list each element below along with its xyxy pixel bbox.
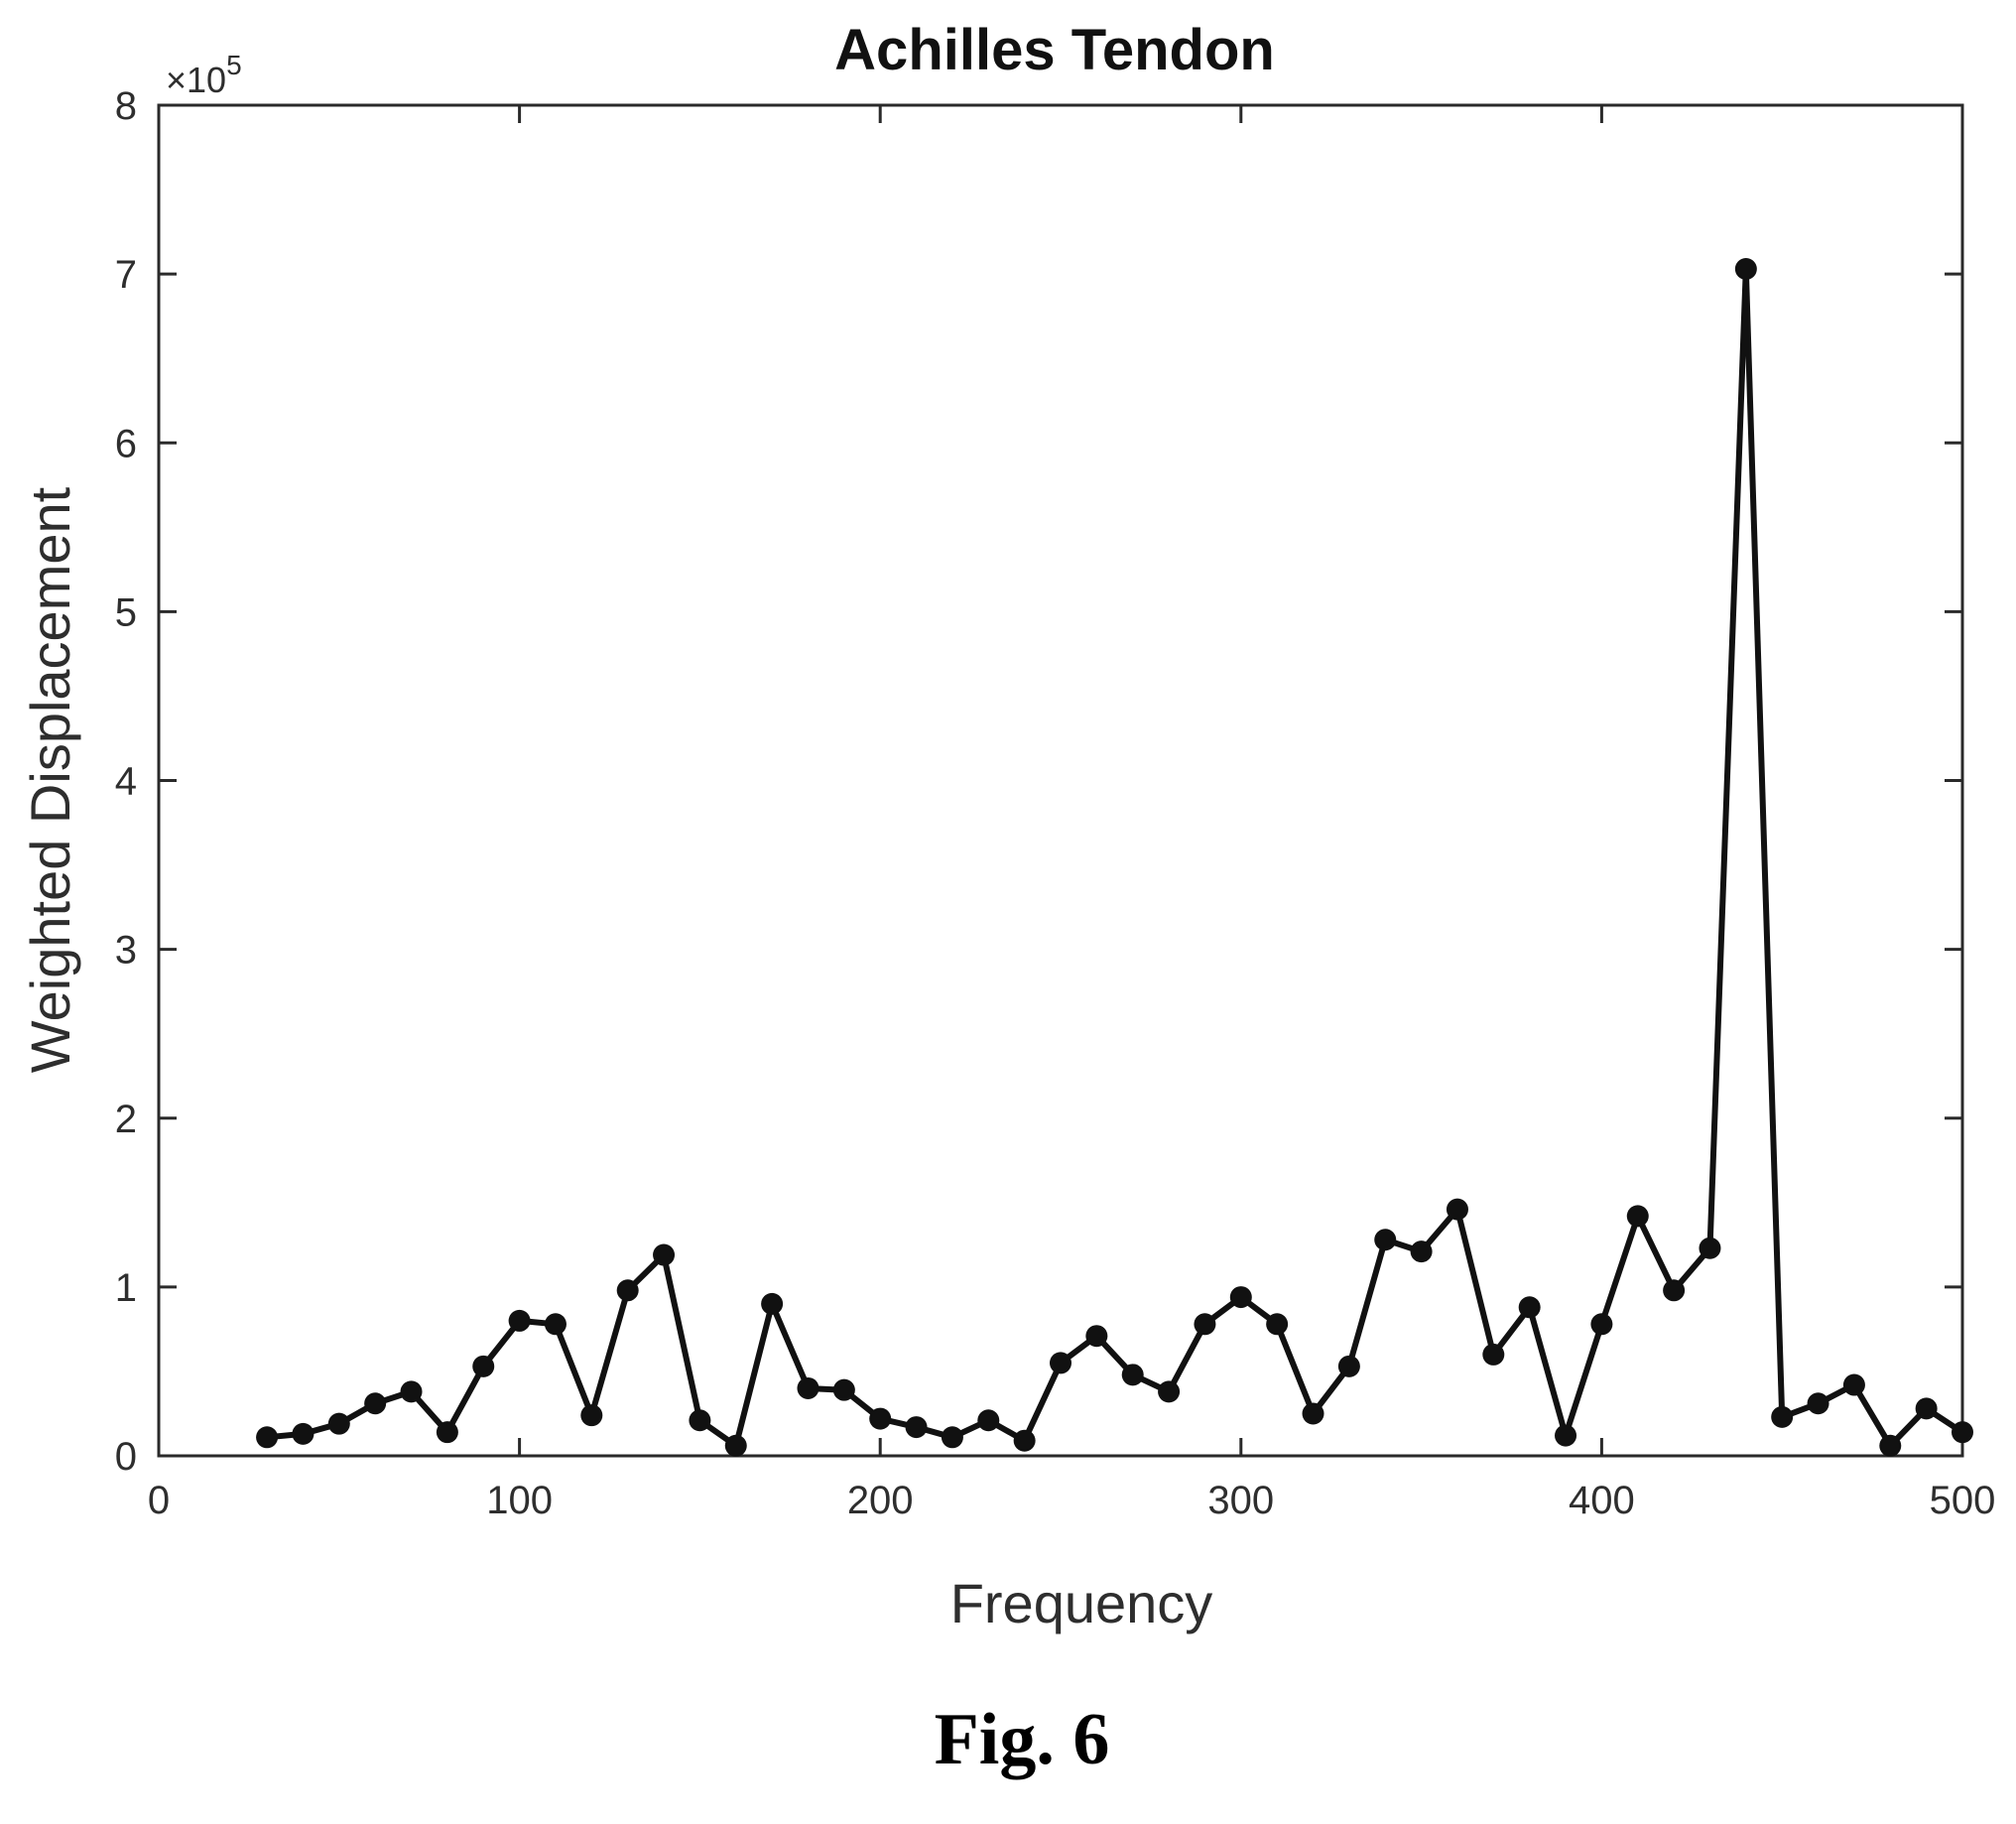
x-tick-label: 200 — [847, 1479, 914, 1522]
data-point — [869, 1407, 892, 1430]
data-point — [1699, 1237, 1721, 1259]
data-point — [1734, 258, 1757, 281]
data-point — [977, 1409, 1000, 1432]
y-axis-label: Weighted Displacement — [19, 486, 81, 1073]
data-point — [1229, 1286, 1252, 1309]
data-point — [1374, 1229, 1397, 1251]
y-tick-label: 4 — [115, 760, 137, 804]
data-point — [1663, 1279, 1686, 1302]
plot-frame — [157, 103, 1964, 1458]
y-tick-label: 1 — [115, 1266, 137, 1310]
y-tick-label: 8 — [115, 84, 137, 128]
figure-caption: Fig. 6 — [935, 1699, 1110, 1780]
data-point — [364, 1392, 387, 1415]
y-tick-label: 0 — [115, 1435, 137, 1479]
x-axis-label: Frequency — [950, 1572, 1213, 1634]
data-point — [1555, 1424, 1577, 1447]
data-point — [1807, 1392, 1829, 1415]
data-point — [1337, 1355, 1360, 1377]
y-tick-label: 6 — [115, 422, 137, 465]
x-tick-label: 500 — [1930, 1479, 1996, 1522]
data-point — [1085, 1325, 1108, 1348]
data-point — [256, 1426, 279, 1449]
data-point — [544, 1313, 567, 1336]
y-tick-label: 5 — [115, 590, 137, 634]
data-point — [653, 1243, 676, 1266]
y-axis-exponent-value: 5 — [226, 50, 242, 80]
data-point — [1410, 1240, 1433, 1263]
data-point — [508, 1309, 531, 1332]
data-point — [1626, 1205, 1649, 1228]
data-point — [1771, 1405, 1794, 1428]
y-tick-label: 7 — [115, 253, 137, 297]
y-axis-exponent: ×105 — [166, 50, 242, 100]
data-point — [724, 1434, 747, 1457]
y-axis-multiplier: ×10 — [166, 60, 226, 100]
data-point — [292, 1422, 315, 1445]
data-point — [1952, 1421, 1973, 1444]
data-point — [1050, 1352, 1071, 1374]
data-point — [616, 1279, 639, 1302]
data-point — [1482, 1343, 1505, 1366]
y-axis-ticks — [159, 103, 1962, 1458]
data-point — [832, 1378, 855, 1401]
data-point — [905, 1416, 928, 1439]
data-point — [1879, 1434, 1902, 1457]
data-point — [941, 1426, 963, 1449]
y-tick-label: 2 — [115, 1098, 137, 1141]
data-point — [1121, 1364, 1144, 1386]
data-point — [1302, 1402, 1324, 1425]
data-point — [761, 1292, 784, 1315]
data-point — [1446, 1198, 1468, 1221]
data-point — [1518, 1296, 1541, 1319]
data-point — [472, 1355, 495, 1377]
x-axis-tick-labels: 0 100 200 300 400 500 — [148, 1479, 1996, 1522]
x-tick-label: 300 — [1207, 1479, 1274, 1522]
data-point — [1194, 1313, 1216, 1336]
y-tick-label: 3 — [115, 929, 137, 973]
y-axis-tick-labels: 0 1 2 3 4 5 6 7 8 — [115, 84, 137, 1479]
chart-title: Achilles Tendon — [834, 18, 1275, 82]
data-point — [580, 1404, 603, 1427]
data-point — [327, 1412, 350, 1435]
data-point — [400, 1380, 423, 1403]
data-point — [1158, 1380, 1181, 1403]
data-point — [1266, 1313, 1289, 1336]
x-tick-label: 0 — [148, 1479, 170, 1522]
data-point — [1590, 1313, 1613, 1336]
x-tick-label: 100 — [486, 1479, 553, 1522]
data-point — [436, 1421, 458, 1444]
data-point — [1842, 1373, 1865, 1396]
data-point — [797, 1376, 819, 1399]
x-axis-ticks — [157, 105, 1964, 1456]
data-point — [689, 1409, 711, 1432]
series-points — [256, 258, 1973, 1457]
data-point — [1915, 1397, 1938, 1420]
series-line — [264, 266, 1965, 1449]
data-point — [1013, 1429, 1036, 1452]
x-tick-label: 400 — [1569, 1479, 1635, 1522]
